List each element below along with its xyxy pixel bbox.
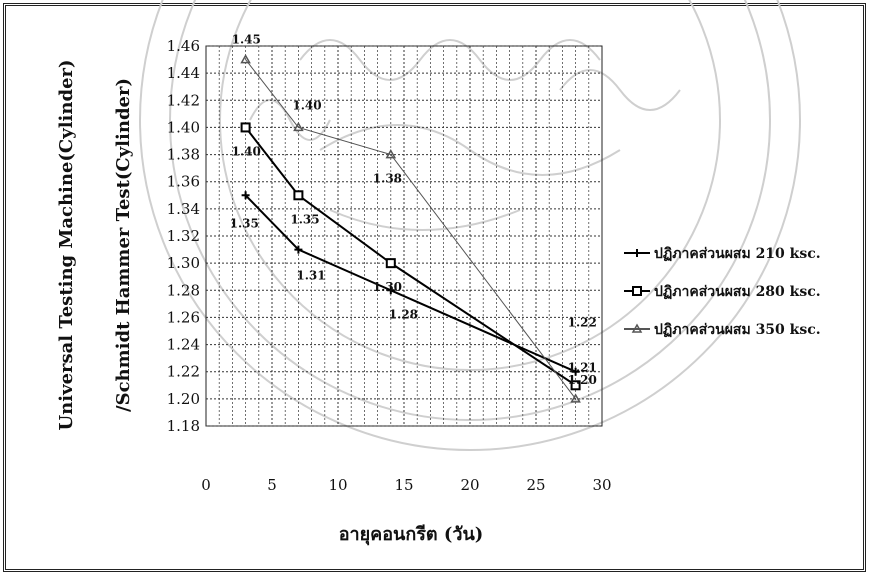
series-line: [244, 126, 577, 387]
series-layer: [240, 54, 581, 403]
data-label: 1.35: [230, 216, 259, 230]
triangle-marker: [293, 121, 304, 132]
legend: ปฏิภาคส่วนผสม 210 ksc. ปฏิภาคส่วนผสม 280 …: [624, 246, 821, 338]
plus-marker: [241, 191, 250, 200]
y-tick-label: 1.24: [167, 336, 200, 354]
data-label-layer: 1.35 1.31 1.28 1.22 1.40 1.35 1.30 1.21 1.45 1.40…: [230, 33, 597, 387]
x-tick-label: 0: [201, 476, 211, 494]
plus-marker: [386, 286, 395, 295]
y-tick-label: 1.34: [167, 200, 200, 218]
series-line: [245, 59, 576, 400]
y-tick-label: 1.38: [167, 146, 200, 164]
series-line: [244, 194, 577, 373]
x-tick-label: 5: [267, 476, 277, 494]
y-tick-label: 1.28: [167, 281, 200, 299]
square-marker: [632, 286, 642, 296]
x-tick-label: 15: [394, 476, 413, 494]
x-tick-label: 30: [592, 476, 611, 494]
square-marker: [385, 258, 396, 269]
square-marker: [240, 122, 251, 133]
data-label: 1.40: [292, 98, 321, 112]
y-tick-label: 1.40: [167, 118, 200, 136]
square-marker: [293, 190, 304, 201]
y-tick-label: 1.46: [167, 37, 200, 55]
x-tick-label: 10: [328, 476, 347, 494]
y-axis-title-line1: Universal Testing Machine(Cylinder): [56, 59, 77, 430]
data-label: 1.45: [232, 33, 261, 47]
y-tick-label: 1.18: [167, 417, 200, 435]
legend-label: ปฏิภาคส่วนผสม 210 ksc.: [654, 246, 821, 262]
data-label: 1.31: [296, 269, 325, 283]
y-axis-title-line2: /Schmidt Hammer Test(Cylinder): [113, 78, 134, 412]
y-tick-label: 1.32: [167, 227, 200, 245]
data-label: 1.40: [232, 144, 261, 158]
data-label: 1.28: [389, 307, 418, 321]
y-tick-label: 1.42: [167, 91, 200, 109]
y-tick-label: 1.22: [167, 363, 200, 381]
y-tick-label: 1.36: [167, 173, 200, 191]
legend-label: ปฏิภาคส่วนผสม 280 ksc.: [654, 284, 821, 300]
axis-layer: 1.18 1.20 1.22 1.24 1.26 1.28 1.30 1.32 1.34 1.36…: [167, 37, 612, 494]
x-tick-label: 20: [460, 476, 479, 494]
x-axis-title: อายุคอนกรีต (วัน): [339, 524, 484, 546]
plus-marker: [633, 249, 641, 257]
data-label: 1.22: [568, 316, 597, 330]
y-tick-label: 1.44: [167, 64, 200, 82]
data-label: 1.21: [568, 360, 597, 374]
plus-marker: [571, 367, 580, 376]
y-tick-label: 1.30: [167, 254, 200, 272]
y-tick-label: 1.26: [167, 308, 200, 326]
triangle-marker: [240, 54, 251, 64]
y-tick-label: 1.20: [167, 390, 200, 408]
data-label: 1.35: [290, 212, 319, 226]
data-label: 1.20: [568, 373, 597, 387]
grid-layer: [205, 45, 603, 427]
x-tick-label: 25: [526, 476, 545, 494]
data-label: 1.38: [373, 172, 402, 186]
triangle-marker: [385, 149, 397, 159]
chart-frame: [3, 3, 866, 572]
plus-marker: [294, 245, 303, 254]
triangle-marker: [570, 393, 581, 403]
square-marker: [570, 380, 581, 391]
data-label: 1.30: [373, 280, 402, 294]
legend-label: ปฏิภาคส่วนผสม 350 ksc.: [654, 322, 821, 338]
triangle-marker: [631, 323, 643, 333]
